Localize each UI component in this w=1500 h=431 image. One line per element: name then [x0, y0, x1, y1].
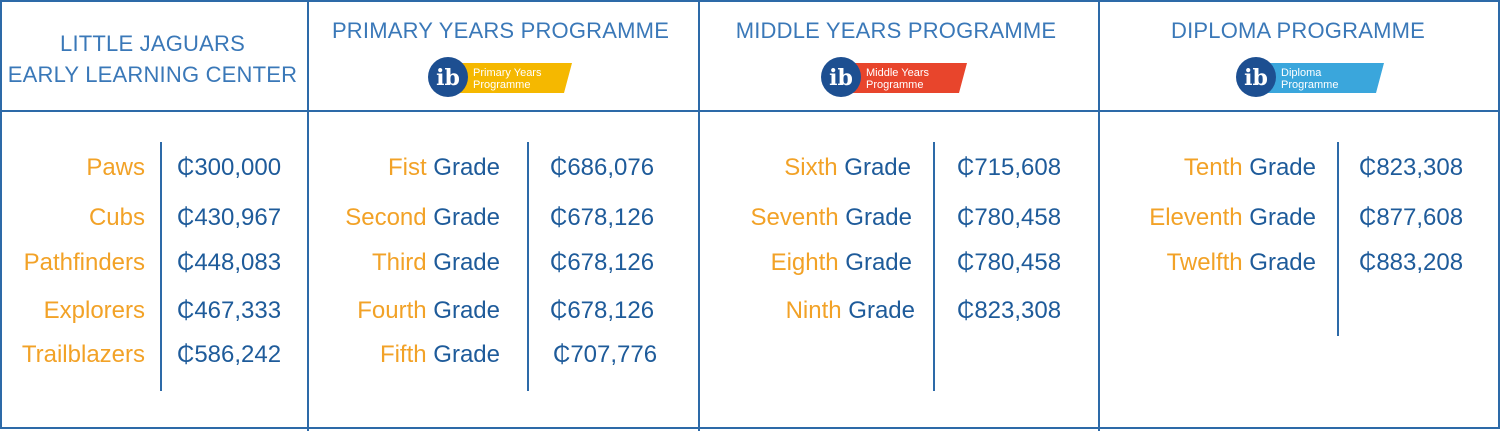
title-line: EARLY LEARNING CENTER [7, 62, 298, 87]
grade-ordinal: Third [371, 249, 427, 276]
name-price-divider [1337, 142, 1339, 336]
grade-label: Fourth Grade [357, 296, 500, 326]
grade-ordinal: Eleventh [1149, 204, 1243, 231]
badge-line-2: Programme [866, 79, 923, 91]
column-separator [1098, 2, 1100, 431]
grade-label: Fist Grade [388, 153, 500, 183]
grade-word: Grade [433, 297, 500, 324]
badge-line-1: Middle Years [866, 67, 929, 79]
grade-label: Twelfth Grade [1167, 248, 1316, 278]
grade-label: Ninth Grade [786, 296, 915, 326]
fee-amount: ₵678,126 [550, 204, 655, 231]
ib-letters: ib [829, 65, 853, 91]
grade-label: Fifth Grade [380, 340, 500, 370]
name-price-divider [160, 142, 162, 391]
grade-word: Grade [433, 249, 500, 276]
grade-ordinal: Ninth [785, 297, 842, 324]
grade-label: Sixth Grade [784, 153, 911, 183]
fee-amount: ₵780,458 [957, 204, 1062, 231]
grade-word: Grade [1249, 154, 1316, 181]
level-name: Pathfinders [23, 249, 145, 276]
fee-amount: ₵715,608 [957, 154, 1062, 181]
ib-letters: ib [1244, 65, 1268, 91]
grade-ordinal: Twelfth [1166, 249, 1243, 276]
fee-amount: ₵823,308 [1359, 154, 1464, 181]
column-title-diploma: DIPLOMA PROGRAMME [1171, 18, 1425, 43]
grade-ordinal: Fist [387, 154, 427, 181]
grade-label: Second Grade [345, 203, 500, 233]
fee-amount: ₵877,608 [1359, 204, 1464, 231]
ib-pyp-logo-icon: ib Primary Years Programme [426, 55, 578, 99]
grade-word: Grade [1249, 204, 1316, 231]
level-name: Cubs [88, 204, 145, 231]
fee-amount: ₵448,083 [177, 249, 282, 276]
grade-ordinal: Fifth [379, 341, 427, 368]
fee-amount: ₵678,126 [550, 249, 655, 276]
name-price-divider [933, 142, 935, 391]
grade-word: Grade [433, 204, 500, 231]
fee-amount: ₵780,458 [957, 249, 1062, 276]
fee-amount: ₵300,000 [177, 154, 282, 181]
badge-line-2: Programme [473, 79, 530, 91]
grade-word: Grade [845, 249, 912, 276]
fee-amount: ₵678,126 [550, 297, 655, 324]
grade-word: Grade [845, 204, 912, 231]
level-name: Explorers [43, 297, 145, 324]
column-title-primary-years: PRIMARY YEARS PROGRAMME [331, 18, 670, 43]
fee-amount: ₵467,333 [177, 297, 282, 324]
column-title-early-learning: LITTLE JAGUARS EARLY LEARNING CENTER [0, 28, 305, 90]
badge-line-1: Primary Years [473, 67, 542, 79]
grade-label: Eleventh Grade [1149, 203, 1316, 233]
level-name: Trailblazers [21, 341, 145, 368]
column-separator [307, 2, 309, 431]
fee-amount: ₵586,242 [177, 341, 282, 368]
title-line: LITTLE JAGUARS [60, 31, 245, 56]
grade-word: Grade [433, 154, 500, 181]
fee-amount: ₵823,308 [957, 297, 1062, 324]
ib-dp-logo-icon: ib Diploma Programme [1234, 55, 1386, 99]
header-separator [2, 110, 1500, 112]
grade-ordinal: Seventh [750, 204, 839, 231]
grade-label: Tenth Grade [1184, 153, 1316, 183]
level-name: Paws [86, 154, 145, 181]
name-price-divider [527, 142, 529, 391]
fee-amount: ₵686,076 [550, 154, 655, 181]
grade-ordinal: Fourth [357, 297, 427, 324]
grade-ordinal: Sixth [784, 154, 838, 181]
fee-amount: ₵430,967 [177, 204, 282, 231]
grade-ordinal: Second [345, 204, 427, 231]
column-separator [698, 2, 700, 431]
grade-ordinal: Eighth [770, 249, 839, 276]
grade-ordinal: Tenth [1183, 154, 1243, 181]
grade-label: Third Grade [372, 248, 500, 278]
grade-label: Eighth Grade [771, 248, 912, 278]
grade-word: Grade [1249, 249, 1316, 276]
badge-line-2: Programme [1281, 79, 1338, 91]
ib-myp-logo-icon: ib Middle Years Programme [819, 55, 971, 99]
grade-word: Grade [848, 297, 915, 324]
grade-label: Seventh Grade [751, 203, 912, 233]
grade-word: Grade [844, 154, 911, 181]
badge-line-1: Diploma [1281, 67, 1322, 79]
ib-letters: ib [436, 65, 460, 91]
fee-amount: ₵883,208 [1359, 249, 1464, 276]
column-title-middle-years: MIDDLE YEARS PROGRAMME [735, 18, 1057, 43]
fee-amount: ₵707,776 [553, 341, 658, 368]
grade-word: Grade [433, 341, 500, 368]
